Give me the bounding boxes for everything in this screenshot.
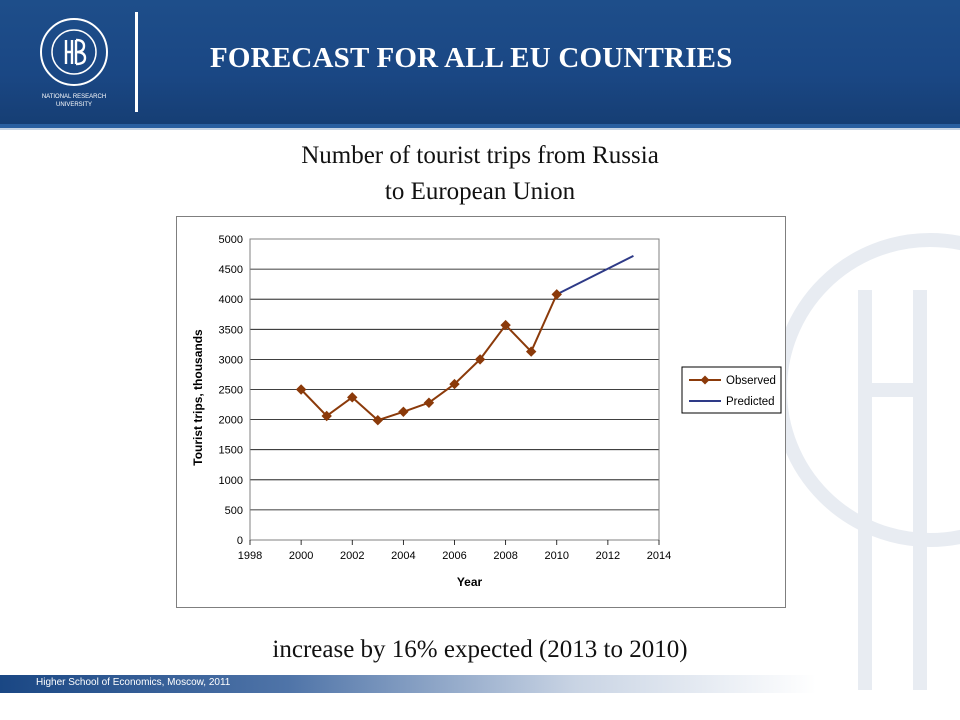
point-observed-2008: [500, 319, 511, 331]
point-observed-2003: [372, 414, 384, 426]
watermark-emblem: [773, 233, 960, 690]
forecast-note: increase by 16% expected (2013 to 2010): [272, 636, 688, 663]
x-tick-label-7: 2012: [596, 550, 620, 562]
legend-label-observed: Observed: [726, 375, 776, 387]
point-observed-2001: [321, 410, 332, 422]
point-observed-2006: [449, 378, 460, 390]
x-tick-label-4: 2006: [442, 550, 466, 562]
y-axis-label: Tourist trips, thousands: [191, 329, 205, 466]
y-tick-label-5: 2500: [219, 385, 243, 397]
header-bar: [0, 0, 960, 124]
y-tick-label-4: 2000: [219, 415, 243, 427]
y-tick-label-3: 1500: [219, 445, 243, 457]
y-tick-label-9: 4500: [219, 264, 243, 276]
legend-box: [681, 366, 782, 414]
x-tick-label-8: 2014: [647, 550, 671, 562]
point-observed-2000: [295, 384, 307, 395]
y-tick-label-7: 3500: [219, 324, 243, 336]
logo-divider: [135, 12, 138, 112]
university-logo: NATIONAL RESEARCH UNIVERSITY: [40, 18, 108, 108]
slide-title: FORECAST FOR ALL EU COUNTRIES: [210, 42, 733, 74]
y-tick-label-6: 3000: [219, 354, 243, 366]
x-tick-label-5: 2008: [493, 550, 517, 562]
y-tick-label-2: 1000: [219, 475, 243, 487]
x-tick-label-0: 1998: [238, 550, 262, 562]
x-axis-label: Year: [457, 575, 483, 589]
svg-text:NATIONAL RESEARCH: NATIONAL RESEARCH: [42, 94, 106, 100]
point-observed-2004: [398, 406, 409, 417]
x-tick-label-3: 2004: [391, 550, 415, 562]
header-rule: [0, 124, 960, 128]
point-observed-2002: [347, 392, 358, 403]
x-tick-label-2: 2002: [340, 550, 364, 562]
series-line-predicted: [556, 254, 634, 296]
chart-caption-line2: to European Union: [384, 178, 576, 205]
x-tick-label-6: 2010: [545, 550, 569, 562]
point-observed-2009: [525, 346, 537, 357]
line-chart: 0 500 1000 1500 2000 2500 3000 3500 4000 4500 5000…: [191, 234, 782, 589]
y-tick-label-10: 5000: [219, 234, 243, 246]
footer-text: Higher School of Economics, Moscow, 2011: [36, 677, 231, 688]
legend-marker-observed: [700, 375, 710, 385]
legend: Observed Predicted: [681, 366, 782, 414]
chart-caption-line1: Number of tourist trips from Russia: [301, 142, 659, 169]
y-tick-label-8: 4000: [219, 294, 243, 306]
x-tick-label-1: 2000: [289, 550, 313, 562]
chart-caption: Number of tourist trips from Russia to E…: [200, 138, 760, 210]
point-observed-2005: [423, 397, 435, 408]
svg-text:UNIVERSITY: UNIVERSITY: [56, 102, 92, 108]
point-observed-2007: [474, 354, 486, 365]
chart-frame: 0 500 1000 1500 2000 2500 3000 3500 4000 4500 5000…: [176, 216, 786, 608]
point-observed-2010: [551, 289, 562, 300]
y-tick-label-1: 500: [225, 505, 243, 517]
footer-bar: [0, 675, 960, 693]
legend-label-predicted: Predicted: [726, 396, 775, 408]
header-rule-light: [0, 128, 960, 130]
y-tick-label-0: 0: [237, 535, 243, 547]
